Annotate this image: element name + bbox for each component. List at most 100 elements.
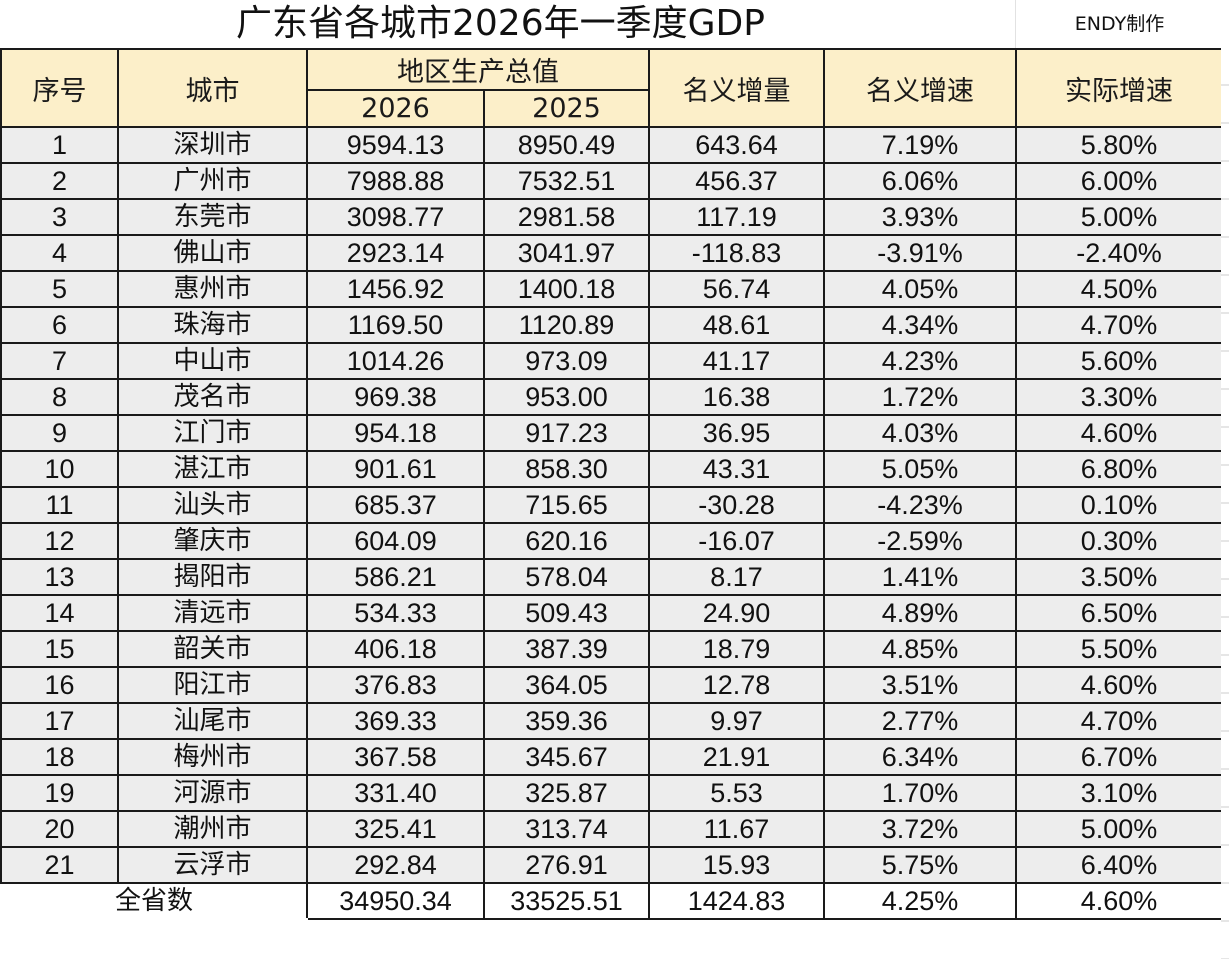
cell-real-growth: 4.60% [1015,414,1223,452]
cell-nominal-growth: 7.19% [823,126,1017,164]
cell-nominal-increase: 16.38 [648,378,825,416]
cell-index: 12 [0,522,119,560]
cell-real-growth: 5.00% [1015,810,1223,848]
cell-nominal-increase: 36.95 [648,414,825,452]
cell-index: 3 [0,198,119,236]
cell-gdp-2026: 1169.50 [306,306,485,344]
cell-real-growth: 0.10% [1015,486,1223,524]
cell-nominal-increase: 43.31 [648,450,825,488]
table-row: 18 梅州市 367.58 345.67 21.91 6.34% 6.70% [0,738,1223,776]
cell-nominal-increase: -118.83 [648,234,825,272]
cell-gdp-2025: 2981.58 [483,198,650,236]
cell-gdp-2026: 331.40 [306,774,485,812]
header-gdp-2025: 2025 [483,89,650,128]
cell-city: 中山市 [117,342,308,380]
cell-gdp-2025: 1120.89 [483,306,650,344]
cell-index: 17 [0,702,119,740]
cell-nominal-increase: 11.67 [648,810,825,848]
table-row: 17 汕尾市 369.33 359.36 9.97 2.77% 4.70% [0,702,1223,740]
cell-gdp-2026: 2923.14 [306,234,485,272]
cell-nominal-increase: 15.93 [648,846,825,884]
header-gdp-2026: 2026 [306,89,485,128]
table-row: 3 东莞市 3098.77 2981.58 117.19 3.93% 5.00% [0,198,1223,236]
cell-index: 21 [0,846,119,884]
cell-gdp-2026: 292.84 [306,846,485,884]
cell-nominal-increase: 48.61 [648,306,825,344]
cell-index: 5 [0,270,119,308]
cell-gdp-2025: 917.23 [483,414,650,452]
cell-gdp-2026: 901.61 [306,450,485,488]
cell-nominal-growth: 4.23% [823,342,1017,380]
cell-real-growth: 6.00% [1015,162,1223,200]
cell-nominal-growth: 4.89% [823,594,1017,632]
cell-index: 20 [0,810,119,848]
table-body: 1 深圳市 9594.13 8950.49 643.64 7.19% 5.80% 2 广州市 79… [0,126,1223,884]
cell-city: 江门市 [117,414,308,452]
cell-real-growth: 3.10% [1015,774,1223,812]
header-index: 序号 [0,48,119,128]
cell-real-growth: 6.50% [1015,594,1223,632]
total-row: 全省数 34950.34 33525.51 1424.83 4.25% 4.60… [0,882,1223,920]
cell-nominal-growth: 4.34% [823,306,1017,344]
cell-nominal-increase: 117.19 [648,198,825,236]
cell-city: 云浮市 [117,846,308,884]
author-credit: ENDY制作 [1074,13,1165,35]
cell-index: 8 [0,378,119,416]
header-gdp-group: 地区生产总值 [306,48,650,91]
cell-nominal-growth: 5.05% [823,450,1017,488]
table-row: 7 中山市 1014.26 973.09 41.17 4.23% 5.60% [0,342,1223,380]
cell-gdp-2025: 953.00 [483,378,650,416]
cell-nominal-increase: 8.17 [648,558,825,596]
cell-index: 13 [0,558,119,596]
cell-real-growth: 5.60% [1015,342,1223,380]
cell-city: 清远市 [117,594,308,632]
cell-nominal-growth: 1.41% [823,558,1017,596]
title-row: 广东省各城市2026年一季度GDP ENDY制作 [0,0,1229,48]
cell-city: 肇庆市 [117,522,308,560]
cell-nominal-increase: 12.78 [648,666,825,704]
cell-nominal-increase: 21.91 [648,738,825,776]
cell-gdp-2025: 7532.51 [483,162,650,200]
cell-gdp-2026: 7988.88 [306,162,485,200]
cell-gdp-2025: 3041.97 [483,234,650,272]
total-gdp-2026: 34950.34 [306,882,485,920]
table-row: 4 佛山市 2923.14 3041.97 -118.83 -3.91% -2.40% [0,234,1223,272]
cell-city: 东莞市 [117,198,308,236]
cell-gdp-2025: 345.67 [483,738,650,776]
cell-gdp-2025: 578.04 [483,558,650,596]
divider [1015,0,1016,48]
table-row: 14 清远市 534.33 509.43 24.90 4.89% 6.50% [0,594,1223,632]
cell-index: 9 [0,414,119,452]
cell-gdp-2026: 685.37 [306,486,485,524]
cell-gdp-2025: 313.74 [483,810,650,848]
cell-gdp-2026: 604.09 [306,522,485,560]
cell-gdp-2025: 325.87 [483,774,650,812]
table-row: 5 惠州市 1456.92 1400.18 56.74 4.05% 4.50% [0,270,1223,308]
total-nominal-growth: 4.25% [823,882,1017,920]
cell-real-growth: 5.80% [1015,126,1223,164]
cell-nominal-growth: -3.91% [823,234,1017,272]
cell-index: 6 [0,306,119,344]
cell-real-growth: 3.50% [1015,558,1223,596]
cell-gdp-2026: 325.41 [306,810,485,848]
cell-nominal-increase: 9.97 [648,702,825,740]
cell-city: 佛山市 [117,234,308,272]
cell-real-growth: -2.40% [1015,234,1223,272]
cell-index: 19 [0,774,119,812]
cell-index: 14 [0,594,119,632]
cell-gdp-2026: 586.21 [306,558,485,596]
cell-nominal-growth: 3.93% [823,198,1017,236]
cell-gdp-2025: 359.36 [483,702,650,740]
total-nominal-increase: 1424.83 [648,882,825,920]
cell-city: 湛江市 [117,450,308,488]
cell-gdp-2025: 8950.49 [483,126,650,164]
cell-nominal-increase: -30.28 [648,486,825,524]
cell-city: 阳江市 [117,666,308,704]
cell-index: 10 [0,450,119,488]
cell-nominal-increase: 24.90 [648,594,825,632]
table-row: 6 珠海市 1169.50 1120.89 48.61 4.34% 4.70% [0,306,1223,344]
cell-nominal-growth: 4.05% [823,270,1017,308]
cell-gdp-2025: 387.39 [483,630,650,668]
cell-gdp-2025: 620.16 [483,522,650,560]
cell-gdp-2026: 3098.77 [306,198,485,236]
